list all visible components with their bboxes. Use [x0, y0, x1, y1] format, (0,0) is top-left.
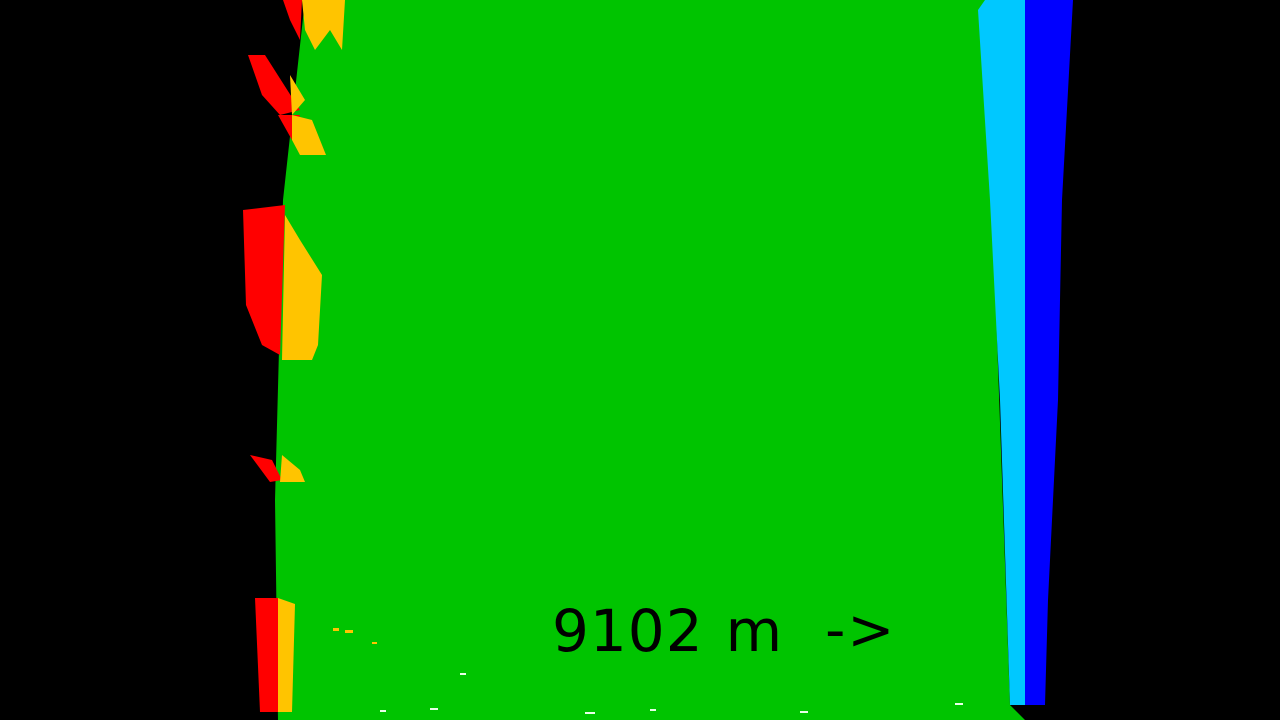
- speckle: [345, 630, 353, 633]
- left-edge-marker: [248, 55, 300, 115]
- speckle: [333, 628, 339, 631]
- right-edge-outer-stripe: [1025, 0, 1073, 705]
- speckle: [372, 642, 377, 644]
- distance-readout: 9102 m ->: [552, 596, 896, 666]
- left-edge-marker: [302, 0, 345, 50]
- left-edge-marker: [278, 598, 295, 712]
- right-arrow-icon: ->: [825, 598, 897, 663]
- speckle: [955, 703, 963, 705]
- left-edge-markers: [243, 0, 345, 712]
- track-speckles: [380, 673, 963, 714]
- track-speckles-yellow: [333, 628, 377, 644]
- speckle: [460, 673, 466, 675]
- left-edge-marker: [292, 115, 326, 155]
- left-edge-marker: [282, 215, 322, 360]
- distance-unit: m: [725, 597, 784, 665]
- speckle: [585, 712, 595, 714]
- left-edge-marker: [255, 598, 278, 712]
- speckle: [380, 710, 386, 712]
- left-edge-marker: [250, 455, 282, 482]
- track-surface: [275, 0, 1025, 720]
- distance-value: 9102: [552, 597, 704, 665]
- left-edge-marker: [290, 75, 305, 115]
- speckle: [430, 708, 438, 710]
- right-edge-inner-stripe: [978, 0, 1025, 705]
- speckle: [650, 709, 656, 711]
- left-edge-marker: [280, 455, 305, 482]
- left-edge-marker: [283, 0, 302, 40]
- speckle: [800, 711, 808, 713]
- left-edge-marker: [243, 205, 285, 355]
